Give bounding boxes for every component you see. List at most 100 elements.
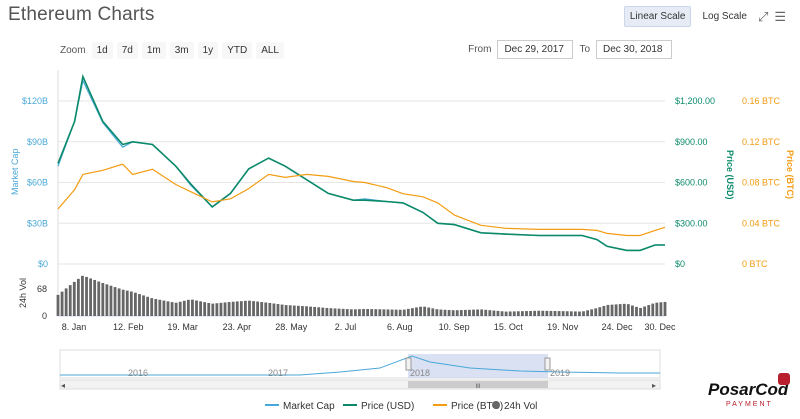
volume-bar: [549, 310, 553, 316]
to-date-input[interactable]: Dec 30, 2018: [596, 40, 672, 59]
y-tick-price-usd: $1,200.00: [675, 96, 715, 106]
volume-bar: [439, 309, 443, 316]
volume-bars: [56, 275, 667, 316]
y-tick-market-cap: $0: [38, 259, 48, 269]
volume-bar: [406, 308, 410, 316]
volume-bar: [411, 308, 414, 316]
volume-bar: [451, 310, 455, 316]
x-tick-label: 28. May: [275, 322, 308, 332]
volume-bar: [561, 311, 565, 316]
volume-bar: [573, 311, 577, 316]
series-lines: [57, 73, 666, 252]
volume-bar: [516, 311, 520, 316]
volume-bar: [138, 294, 141, 316]
legend[interactable]: Market Cap Price (USD) Price (BTC) 24h Vol: [265, 401, 537, 412]
legend-item-label: 24h Vol: [504, 401, 537, 412]
volume-bar: [325, 307, 329, 316]
volume-bar: [606, 304, 610, 316]
volume-bar: [618, 304, 622, 316]
volume-bar: [276, 304, 280, 316]
volume-bar: [260, 302, 264, 316]
volume-bar: [248, 300, 251, 316]
axis-labels: $0 $0 0 BTC $30B $300.00 0.04 BTC $60B $600.00 0…: [10, 96, 795, 332]
volume-bar: [533, 310, 537, 316]
volume-bar: [610, 304, 614, 316]
scroll-right-icon: ▸: [652, 381, 656, 390]
logo-badge: [778, 373, 790, 385]
volume-bar: [93, 279, 97, 316]
volume-bar: [186, 299, 190, 316]
zoom-1d-button[interactable]: 1d: [91, 42, 113, 59]
volume-bar: [394, 309, 398, 316]
logo-text: PosarCod: [708, 380, 789, 399]
y-tick-price-btc: 0 BTC: [742, 259, 768, 269]
y-tick-price-usd: $600.00: [675, 178, 708, 188]
zoom-1m-button[interactable]: 1m: [141, 42, 166, 59]
volume-bar: [362, 309, 365, 316]
volume-bar: [203, 302, 207, 316]
volume-bar: [569, 311, 573, 316]
volume-bar: [199, 301, 202, 316]
axis-title-price-usd: Price (USD): [725, 150, 735, 200]
x-tick-label: 30. Dec: [644, 322, 676, 332]
menu-icon[interactable]: ☰: [774, 8, 786, 24]
volume-bar: [525, 311, 528, 316]
volume-bar: [113, 287, 117, 316]
y-tick-volume: 68: [37, 284, 47, 294]
x-tick-label: 19. Mar: [167, 322, 198, 332]
y-tick-volume: 0: [42, 311, 47, 321]
volume-bar: [252, 301, 255, 316]
volume-bar: [484, 309, 488, 316]
volume-bar: [117, 288, 121, 316]
volume-bar: [659, 302, 663, 316]
zoom-1y-button[interactable]: 1y: [197, 42, 219, 59]
zoom-all-button[interactable]: ALL: [256, 42, 284, 59]
y-tick-market-cap: $60B: [27, 178, 48, 188]
volume-bar: [109, 285, 113, 316]
volume-bar: [72, 281, 76, 316]
navigator-year-label: 2017: [268, 368, 288, 378]
zoom-3m-button[interactable]: 3m: [169, 42, 194, 59]
volume-bar: [301, 306, 304, 316]
y-tick-price-btc: 0.12 BTC: [742, 137, 781, 147]
fullscreen-icon[interactable]: ⤢: [757, 8, 769, 24]
volume-bar: [374, 309, 378, 316]
linear-scale-button[interactable]: Linear Scale: [623, 6, 692, 27]
volume-bar: [663, 301, 667, 316]
legend-item-label: Market Cap: [283, 401, 335, 412]
volume-bar: [541, 310, 545, 316]
series-line: [57, 73, 665, 252]
volume-bar: [227, 302, 231, 316]
x-tick-label: 23. Apr: [223, 322, 252, 332]
x-tick-label: 12. Feb: [113, 322, 144, 332]
grid-lines: [57, 70, 665, 317]
volume-bar: [146, 296, 150, 316]
navigator[interactable]: 2016 2017 2018 2019 ◂ ▸ III: [59, 349, 661, 390]
volume-bar: [655, 302, 659, 316]
legend-item-label: Price (USD): [361, 401, 414, 412]
volume-bar: [545, 310, 549, 316]
volume-bar: [223, 302, 227, 316]
volume-bar: [435, 309, 439, 316]
zoom-ytd-button[interactable]: YTD: [222, 42, 253, 59]
series-line: [57, 78, 665, 251]
volume-bar: [366, 309, 370, 316]
posarcod-logo: PosarCod PAYMENT: [708, 373, 790, 408]
volume-bar: [333, 308, 337, 316]
volume-bar: [178, 301, 182, 316]
from-date-input[interactable]: Dec 29, 2017: [497, 40, 574, 59]
volume-bar: [235, 301, 239, 316]
y-tick-market-cap: $30B: [27, 218, 48, 228]
volume-bar: [455, 310, 459, 316]
log-scale-button[interactable]: Log Scale: [702, 11, 747, 22]
volume-bar: [496, 310, 500, 316]
volume-bar: [182, 300, 186, 316]
volume-bar: [288, 305, 292, 316]
y-tick-market-cap: $90B: [27, 137, 48, 147]
volume-bar: [158, 299, 162, 316]
x-tick-label: 15. Oct: [494, 322, 524, 332]
y-tick-price-btc: 0.16 BTC: [742, 96, 781, 106]
volume-bar: [121, 289, 125, 316]
zoom-7d-button[interactable]: 7d: [116, 42, 138, 59]
